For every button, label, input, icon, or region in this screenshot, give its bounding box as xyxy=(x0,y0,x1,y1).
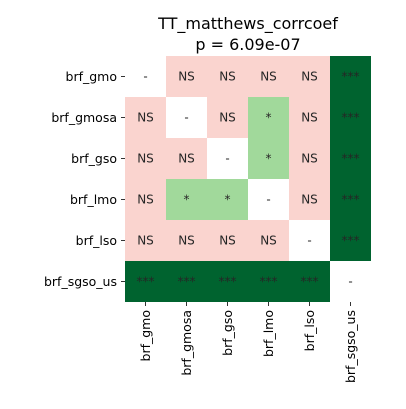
heatmap-cell xyxy=(125,97,166,138)
heatmap-cell xyxy=(248,220,289,261)
heatmap-cell xyxy=(289,220,330,261)
row-tick-label: brf_gso xyxy=(71,151,117,166)
cell-label: *** xyxy=(342,193,360,207)
col-tick-labels: brf_gmo brf_gmosa brf_gso brf_lmo brf_lso brf… xyxy=(138,302,358,383)
heatmap-cell xyxy=(289,97,330,138)
row-tick-label: brf_lso xyxy=(76,233,117,248)
col-tick-label: brf_lmo xyxy=(261,310,276,357)
heatmap-cell xyxy=(125,220,166,261)
heatmap-cell xyxy=(166,97,207,138)
cell-label: * xyxy=(266,111,272,125)
heatmap-cell xyxy=(166,56,207,97)
heatmap-cell xyxy=(248,138,289,179)
heatmap-cell xyxy=(248,179,289,220)
heatmap-cell xyxy=(248,97,289,138)
heatmap-cell xyxy=(125,138,166,179)
cell-label: NS xyxy=(260,234,277,248)
heatmap-cell xyxy=(330,261,371,302)
heatmap-cell xyxy=(166,261,207,302)
heatmap-cell xyxy=(289,261,330,302)
cell-label: NS xyxy=(219,70,236,84)
cell-label: *** xyxy=(342,234,360,248)
heatmap-cell xyxy=(207,56,248,97)
col-tick-label: brf_gso xyxy=(220,310,235,356)
cell-label: - xyxy=(307,234,311,248)
heatmap-cell xyxy=(248,56,289,97)
cell-label: * xyxy=(184,193,190,207)
heatmap-cell xyxy=(125,261,166,302)
cell-label: NS xyxy=(178,152,195,166)
cell-label: NS xyxy=(137,111,154,125)
heatmap-cell xyxy=(207,220,248,261)
heatmap-cells: - NS NS NS NS *** NS - NS * NS *** NS NS - * NS *** NS * * - N… xyxy=(125,56,371,302)
cell-label: *** xyxy=(260,275,278,289)
cell-label: NS xyxy=(301,70,318,84)
cell-label: *** xyxy=(219,275,237,289)
heatmap-cell xyxy=(166,138,207,179)
cell-label: - xyxy=(225,152,229,166)
cell-label: NS xyxy=(137,152,154,166)
heatmap-cell xyxy=(125,179,166,220)
cell-label: - xyxy=(348,275,352,289)
heatmap-cell xyxy=(330,220,371,261)
heatmap-cell xyxy=(207,97,248,138)
chart-title: TT_matthews_corrcoef xyxy=(157,14,338,34)
heatmap-cell xyxy=(207,179,248,220)
row-tick-label: brf_gmosa xyxy=(51,110,117,125)
cell-label: NS xyxy=(219,111,236,125)
heatmap-cell xyxy=(289,179,330,220)
cell-label: * xyxy=(225,193,231,207)
cell-label: *** xyxy=(301,275,319,289)
col-tick-label: brf_gmosa xyxy=(179,310,194,376)
heatmap-cell xyxy=(166,179,207,220)
col-tick-label: brf_sgso_us xyxy=(343,310,358,383)
chart-subtitle: p = 6.09e-07 xyxy=(195,35,300,54)
row-tick-label: brf_gmo xyxy=(66,69,117,84)
heatmap-cell xyxy=(125,56,166,97)
heatmap-cell xyxy=(248,261,289,302)
cell-label: NS xyxy=(301,193,318,207)
cell-label: NS xyxy=(178,70,195,84)
cell-label: NS xyxy=(219,234,236,248)
cell-label: NS xyxy=(260,70,277,84)
col-tick-label: brf_gmo xyxy=(138,310,153,361)
cell-label: - xyxy=(143,70,147,84)
heatmap-cell xyxy=(289,138,330,179)
col-tick-label: brf_lso xyxy=(302,310,317,351)
row-tick-label: brf_sgso_us xyxy=(44,274,117,289)
cell-label: NS xyxy=(137,234,154,248)
heatmap-cell xyxy=(330,179,371,220)
cell-label: NS xyxy=(137,193,154,207)
cell-label: *** xyxy=(178,275,196,289)
cell-label: *** xyxy=(342,70,360,84)
heatmap-cell xyxy=(207,138,248,179)
cell-label: NS xyxy=(301,111,318,125)
row-tick-label: brf_lmo xyxy=(70,192,117,207)
cell-label: - xyxy=(266,193,270,207)
heatmap-cell xyxy=(207,261,248,302)
cell-label: *** xyxy=(137,275,155,289)
heatmap-cell xyxy=(166,220,207,261)
cell-label: - xyxy=(184,111,188,125)
heatmap-cell xyxy=(289,56,330,97)
heatmap-cell xyxy=(330,138,371,179)
cell-label: * xyxy=(266,152,272,166)
row-tick-labels: brf_gmo brf_gmosa brf_gso brf_lmo brf_lsobrf… xyxy=(44,69,125,289)
cell-label: *** xyxy=(342,152,360,166)
heatmap-cell xyxy=(330,97,371,138)
cell-label: *** xyxy=(342,111,360,125)
heatmap-cell xyxy=(330,56,371,97)
cell-label: NS xyxy=(178,234,195,248)
cell-label: NS xyxy=(301,152,318,166)
